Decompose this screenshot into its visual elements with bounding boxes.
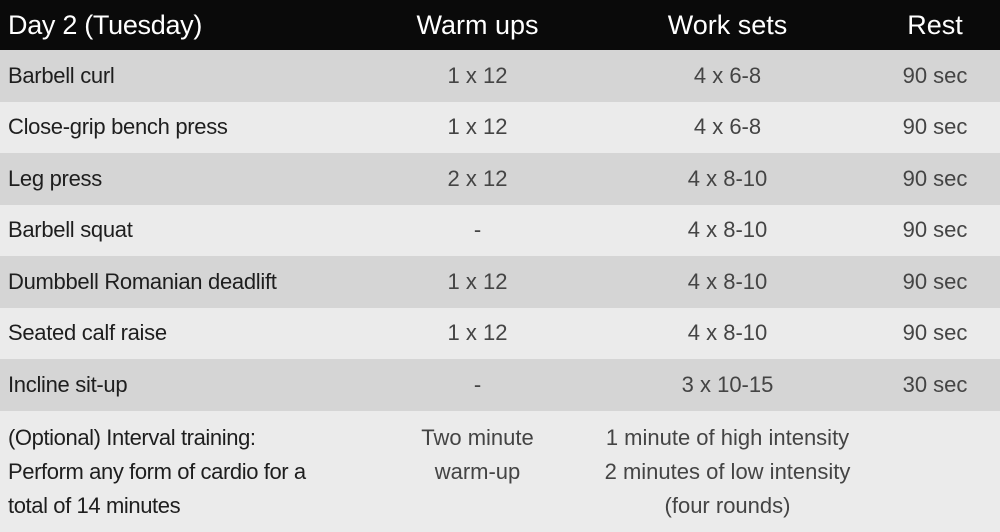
worksets-cell: 4 x 6-8 [693,114,762,140]
worksets-cell: 4 x 8-10 [687,320,768,346]
warmups-cell: 1 x 12 [447,62,508,88]
rest-cell: 90 sec [902,165,968,191]
warmup-line: warm-up [434,458,521,484]
note-line: Perform any form of cardio for a [8,458,306,484]
table-row: Close-grip bench press 1 x 12 4 x 6-8 90… [0,101,1000,153]
exercise-cell: Close-grip bench press [8,114,228,140]
warmups-cell: - [473,371,482,397]
worksets-cell: 4 x 8-10 [687,268,768,294]
table-row: Barbell squat - 4 x 8-10 90 sec [0,204,1000,256]
worksets-cell: 4 x 6-8 [693,62,762,88]
exercise-cell: Dumbbell Romanian deadlift [8,268,277,294]
rest-cell: 90 sec [902,62,968,88]
header-worksets: Work sets [667,9,788,40]
note-line: total of 14 minutes [8,492,181,518]
exercise-cell: Seated calf raise [8,320,167,346]
rest-cell: 90 sec [902,114,968,140]
rest-cell: 30 sec [902,371,968,397]
rest-cell: 90 sec [902,217,968,243]
warmups-cell: 2 x 12 [447,165,508,191]
warmups-cell: 1 x 12 [447,268,508,294]
table-row: Incline sit-up - 3 x 10-15 30 sec [0,359,1000,411]
rest-cell: 90 sec [902,268,968,294]
table-footer-row: (Optional) Interval training: Perform an… [0,410,1000,532]
interval-worksets: 1 minute of high intensity 2 minutes of … [585,421,870,523]
workset-line: 2 minutes of low intensity [604,458,851,484]
warmups-cell: - [473,217,482,243]
table-row: Dumbbell Romanian deadlift 1 x 12 4 x 8-… [0,256,1000,308]
header-warmups: Warm ups [416,9,539,40]
table-header: Day 2 (Tuesday) Warm ups Work sets Rest [0,0,1000,50]
table-row: Leg press 2 x 12 4 x 8-10 90 sec [0,153,1000,205]
warmups-cell: 1 x 12 [447,114,508,140]
note-line: (Optional) Interval training: [8,424,256,450]
table-row: Barbell curl 1 x 12 4 x 6-8 90 sec [0,50,1000,102]
workset-line: (four rounds) [664,492,791,518]
worksets-cell: 4 x 8-10 [687,217,768,243]
workset-line: 1 minute of high intensity [605,424,850,450]
worksets-cell: 3 x 10-15 [681,371,774,397]
warmup-line: Two minute [421,424,534,450]
table-row: Seated calf raise 1 x 12 4 x 8-10 90 sec [0,307,1000,359]
worksets-cell: 4 x 8-10 [687,165,768,191]
header-rest: Rest [907,9,963,40]
table-title: Day 2 (Tuesday) [8,9,203,40]
exercise-cell: Leg press [8,165,102,191]
interval-warmup: Two minute warm-up [370,421,585,489]
exercise-cell: Barbell curl [8,62,115,88]
interval-training-note: (Optional) Interval training: Perform an… [0,421,370,523]
rest-cell: 90 sec [902,320,968,346]
exercise-cell: Incline sit-up [8,371,128,397]
warmups-cell: 1 x 12 [447,320,508,346]
exercise-cell: Barbell squat [8,217,133,243]
